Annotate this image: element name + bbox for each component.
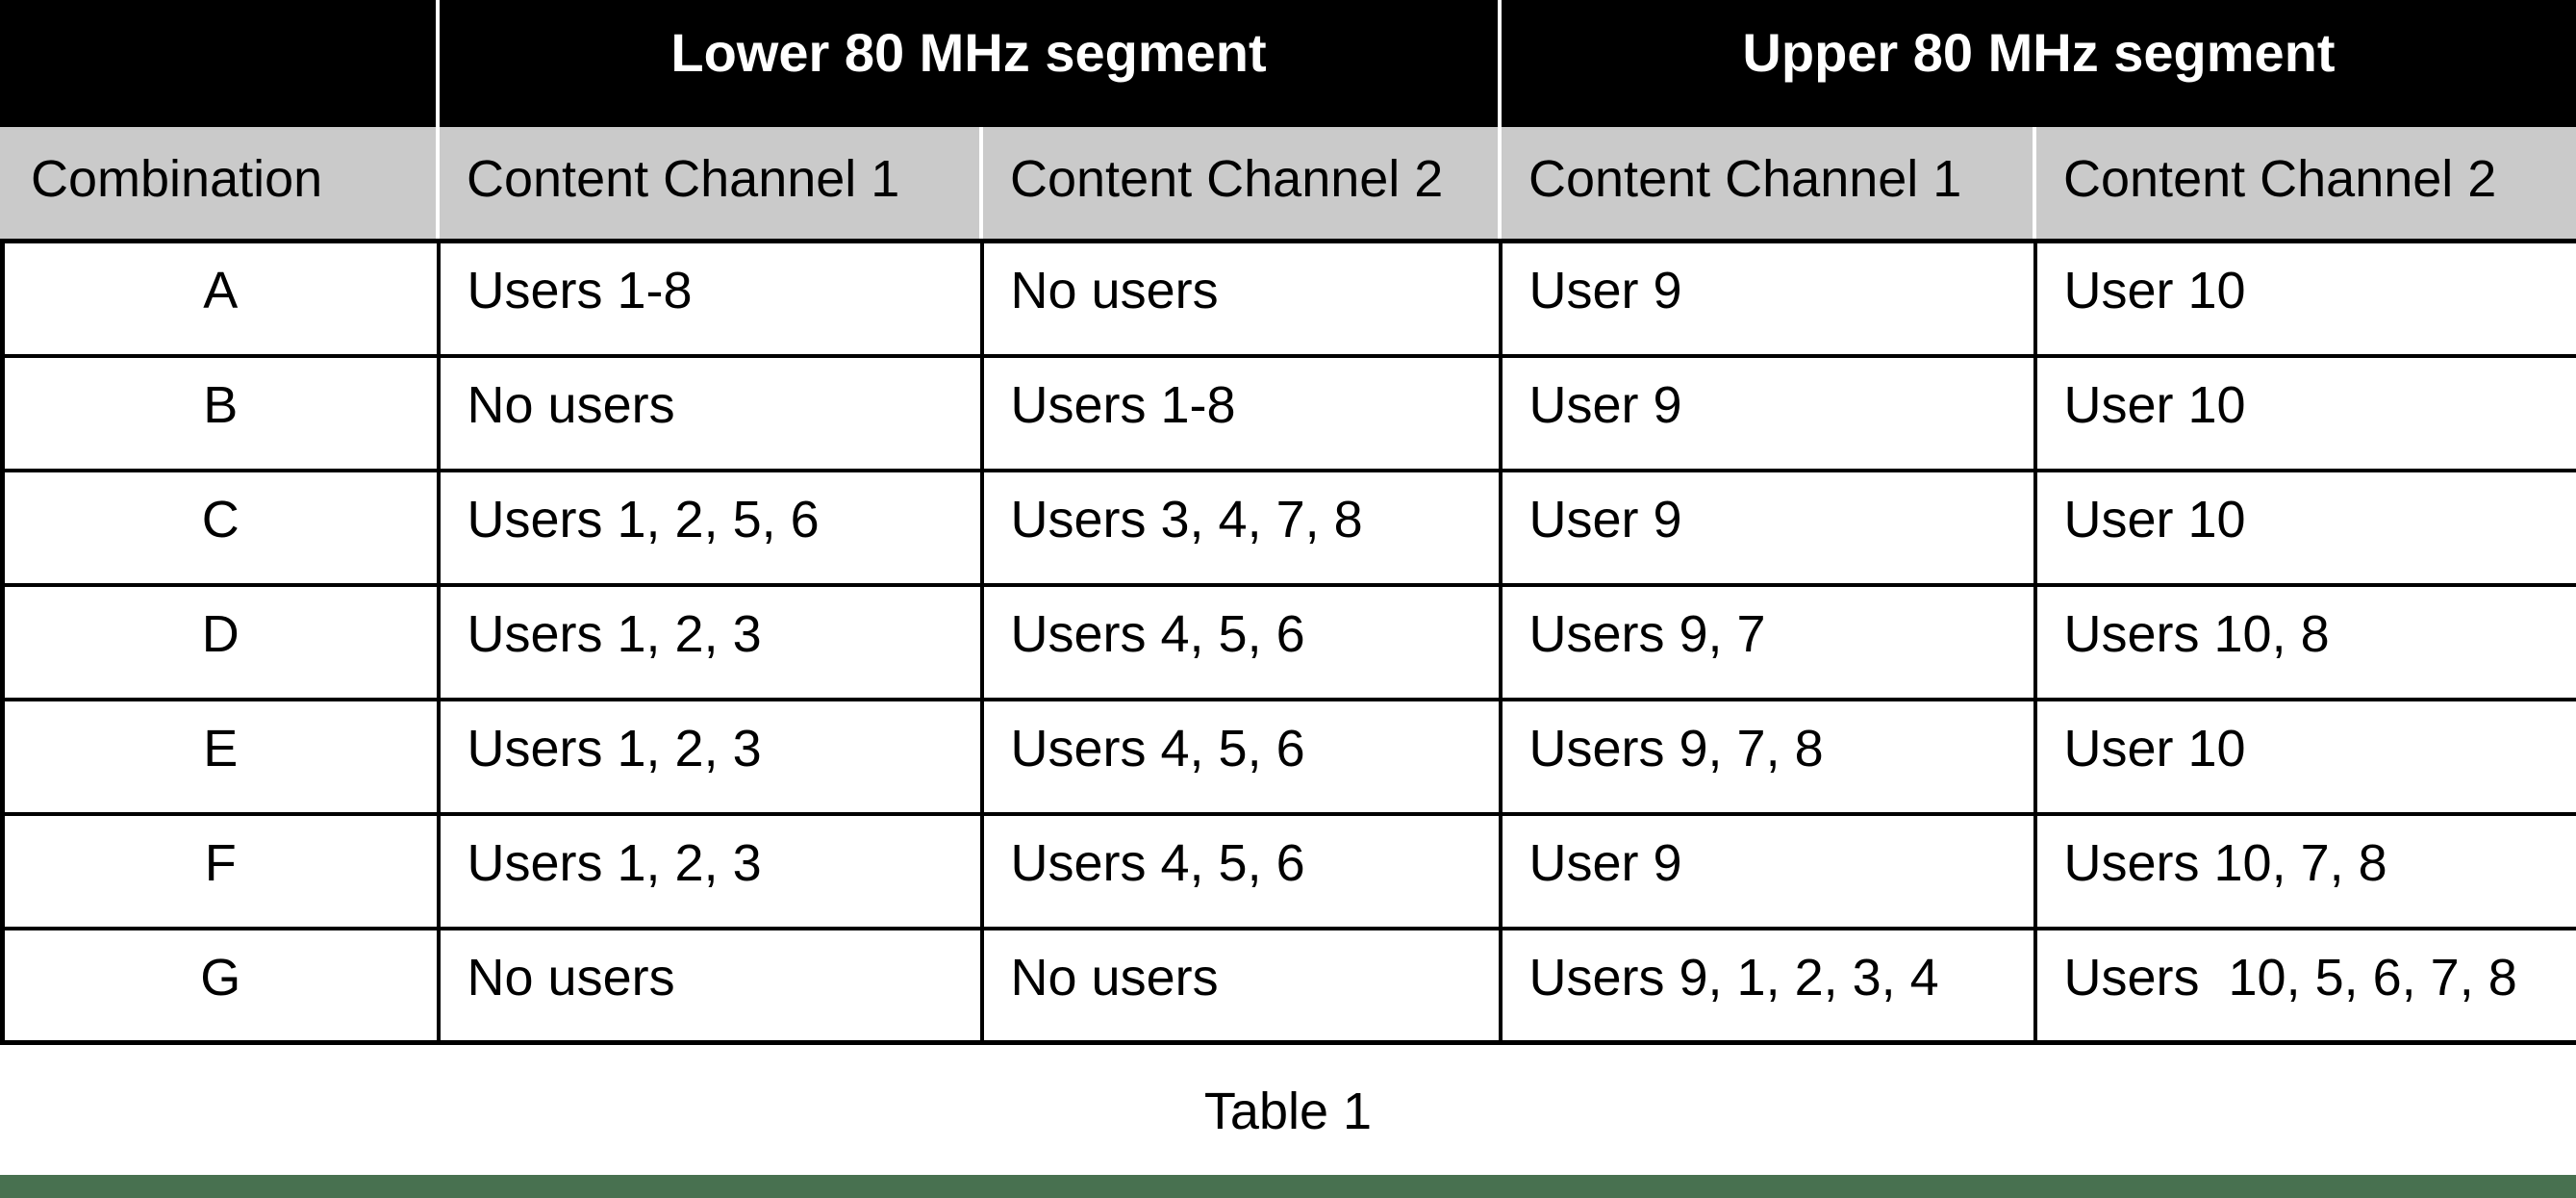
lower-cc2-cell: Users 1-8 [979,353,1503,472]
header-upper-segment: Upper 80 MHz segment [1498,0,2576,127]
column-header-upper-cc1: Content Channel 1 [1498,127,2033,239]
column-header-lower-cc2: Content Channel 2 [979,127,1498,239]
combination-label: E [0,697,441,816]
lower-cc1-cell: Users 1-8 [436,239,984,358]
header-corner-cell [0,0,436,127]
segment-header-row: Lower 80 MHz segment Upper 80 MHz segmen… [0,0,2576,127]
upper-cc1-cell: Users 9, 1, 2, 3, 4 [1498,926,2037,1045]
column-header-upper-cc2: Content Channel 2 [2033,127,2576,239]
combination-label: B [0,353,441,472]
lower-cc1-cell: Users 1, 2, 3 [436,811,984,930]
lower-cc2-cell: Users 3, 4, 7, 8 [979,468,1503,587]
table-row-f: F Users 1, 2, 3 Users 4, 5, 6 User 9 Use… [0,811,2576,930]
header-lower-segment: Lower 80 MHz segment [436,0,1498,127]
lower-cc2-cell: Users 4, 5, 6 [979,811,1503,930]
upper-cc2-cell: Users 10, 5, 6, 7, 8 [2033,926,2576,1045]
upper-cc2-cell: User 10 [2033,239,2576,358]
lower-cc2-cell: No users [979,926,1503,1045]
combination-label: G [0,926,441,1045]
table-row-b: B No users Users 1-8 User 9 User 10 [0,353,2576,472]
combination-label: F [0,811,441,930]
upper-cc1-cell: User 9 [1498,239,2037,358]
lower-cc1-cell: Users 1, 2, 5, 6 [436,468,984,587]
footer-accent-bar [0,1175,2576,1198]
upper-cc2-cell: User 10 [2033,468,2576,587]
upper-cc1-cell: Users 9, 7, 8 [1498,697,2037,816]
column-header-lower-cc1: Content Channel 1 [436,127,979,239]
column-header-row: Combination Content Channel 1 Content Ch… [0,127,2576,239]
upper-cc1-cell: User 9 [1498,811,2037,930]
upper-cc2-cell: Users 10, 7, 8 [2033,811,2576,930]
lower-cc1-cell: Users 1, 2, 3 [436,582,984,701]
table-row-d: D Users 1, 2, 3 Users 4, 5, 6 Users 9, 7… [0,582,2576,701]
lower-cc2-cell: Users 4, 5, 6 [979,697,1503,816]
upper-cc2-cell: User 10 [2033,353,2576,472]
upper-cc1-cell: User 9 [1498,353,2037,472]
table-row-c: C Users 1, 2, 5, 6 Users 3, 4, 7, 8 User… [0,468,2576,587]
upper-cc2-cell: User 10 [2033,697,2576,816]
upper-cc1-cell: User 9 [1498,468,2037,587]
upper-cc2-cell: Users 10, 8 [2033,582,2576,701]
lower-cc1-cell: No users [436,926,984,1045]
lower-cc2-cell: Users 4, 5, 6 [979,582,1503,701]
table-row-a: A Users 1-8 No users User 9 User 10 [0,239,2576,358]
combination-label: C [0,468,441,587]
table-row-g: G No users No users Users 9, 1, 2, 3, 4 … [0,926,2576,1045]
lower-cc1-cell: Users 1, 2, 3 [436,697,984,816]
lower-cc2-cell: No users [979,239,1503,358]
combination-label: A [0,239,441,358]
combination-table: A Users 1-8 No users User 9 User 10 B No… [0,239,2576,1045]
column-header-combination: Combination [31,150,323,208]
table-row-e: E Users 1, 2, 3 Users 4, 5, 6 Users 9, 7… [0,697,2576,816]
combination-label: D [0,582,441,701]
upper-cc1-cell: Users 9, 7 [1498,582,2037,701]
table-caption: Table 1 [1203,1083,1373,1140]
lower-cc1-cell: No users [436,353,984,472]
